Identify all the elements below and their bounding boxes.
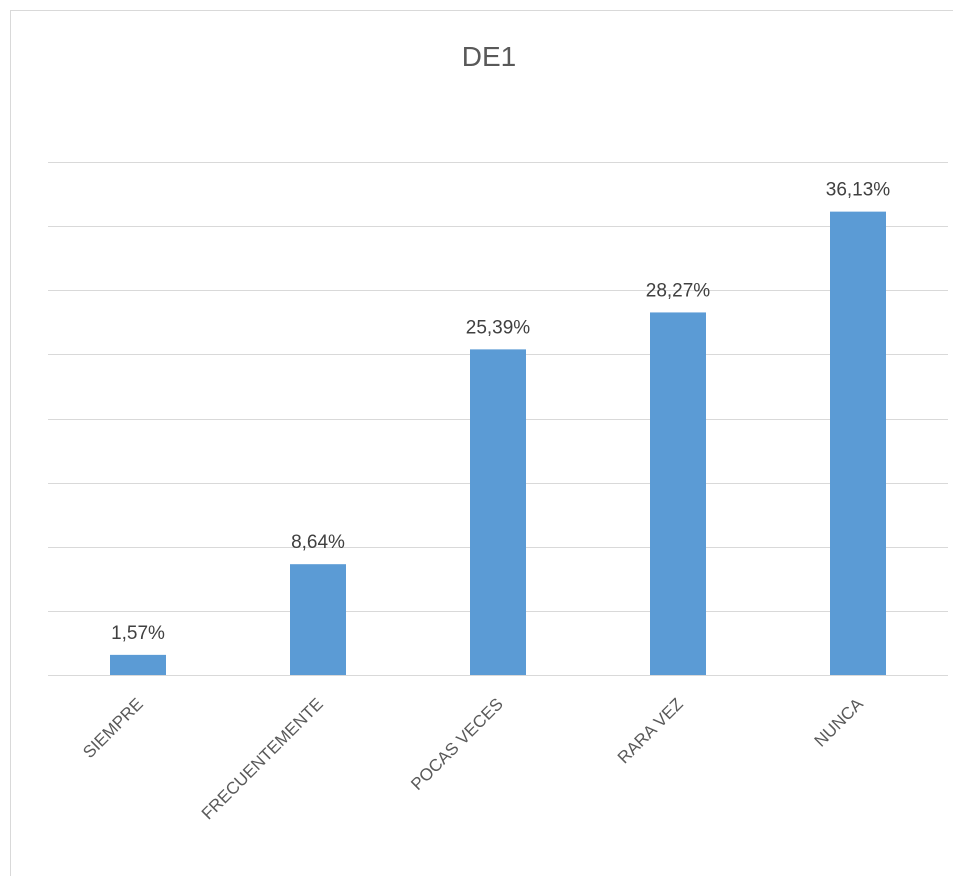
bar: [470, 349, 526, 675]
x-tick-label: POCAS VECES: [407, 694, 507, 794]
bar: [650, 312, 706, 675]
bar: [110, 654, 166, 675]
x-tick-label: SIEMPRE: [79, 694, 147, 762]
x-tick-label: NUNCA: [811, 694, 868, 751]
bar: [830, 211, 886, 675]
x-tick-label: RARA VEZ: [614, 694, 687, 767]
data-label: 8,64%: [291, 532, 345, 553]
data-label: 28,27%: [646, 280, 711, 301]
bar: [290, 564, 346, 675]
data-label: 1,57%: [111, 623, 165, 644]
x-tick-label: FRECUENTEMENTE: [198, 694, 327, 823]
bars: [110, 211, 886, 675]
chart-title: DE1: [462, 41, 516, 72]
data-label: 25,39%: [466, 317, 531, 338]
data-label: 36,13%: [826, 180, 891, 201]
data-labels: 1,57% 8,64% 25,39% 28,27% 36,13%: [111, 180, 890, 644]
x-axis-labels: SIEMPRE FRECUENTEMENTE POCAS VECES RARA VEZ…: [79, 694, 867, 823]
